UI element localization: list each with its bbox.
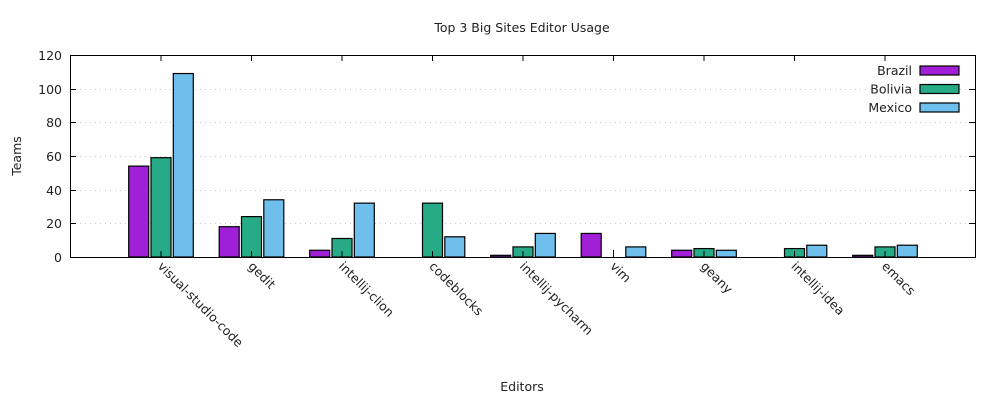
x-axis-label: Editors xyxy=(500,379,544,394)
gridlines xyxy=(70,89,975,224)
y-tick-label: 40 xyxy=(46,183,62,198)
bar-mexico xyxy=(625,246,647,258)
x-tick-label: geany xyxy=(698,259,736,297)
x-tick-label: emacs xyxy=(879,259,919,299)
bar-brazil xyxy=(671,249,693,258)
bar-mexico xyxy=(715,249,737,258)
bar-bolivia xyxy=(240,216,263,258)
x-tick-label: vim xyxy=(607,259,634,286)
x-tick-label: intellij-pycharm xyxy=(517,259,596,338)
y-tick-label: 100 xyxy=(38,82,62,97)
plot-frame xyxy=(70,55,976,258)
y-tick-label: 80 xyxy=(46,115,62,130)
bar-mexico xyxy=(534,232,556,258)
bar-brazil xyxy=(309,249,331,258)
x-tick-label: intellij-idea xyxy=(788,259,848,319)
bar-brazil xyxy=(852,254,874,258)
bar-mexico xyxy=(806,244,828,258)
x-tick-label: intellij-clion xyxy=(336,259,397,320)
x-tick-label: codeblocks xyxy=(426,259,486,319)
x-tick-label: visual-studio-code xyxy=(155,259,247,351)
x-tick-label: gedit xyxy=(245,259,278,292)
bar-brazil xyxy=(128,165,150,258)
bar-mexico xyxy=(172,72,194,258)
bar-brazil xyxy=(218,226,240,258)
bar-mexico xyxy=(896,244,918,258)
legend-label: Brazil xyxy=(877,63,912,78)
bar-brazil xyxy=(580,232,602,258)
bar-mexico xyxy=(444,236,466,258)
legend-swatch xyxy=(919,83,960,95)
y-tick-label: 20 xyxy=(46,216,62,231)
legend-label: Bolivia xyxy=(870,82,912,97)
bars xyxy=(128,72,918,258)
y-tick-label: 120 xyxy=(38,48,62,63)
y-tick-label: 0 xyxy=(54,250,62,265)
bar-mexico xyxy=(353,202,375,258)
chart-title: Top 3 Big Sites Editor Usage xyxy=(433,20,610,35)
bar-brazil xyxy=(490,254,512,258)
legend-swatch xyxy=(919,65,960,76)
bar-bolivia xyxy=(150,157,172,258)
y-tick-label: 60 xyxy=(46,149,62,164)
legend-swatch xyxy=(919,102,960,113)
bar-bolivia xyxy=(421,202,444,258)
legend: Brazil Bolivia Mexico xyxy=(868,63,960,115)
y-axis-label: Teams xyxy=(9,136,24,177)
bar-mexico xyxy=(263,199,285,258)
legend-label: Mexico xyxy=(868,100,912,115)
